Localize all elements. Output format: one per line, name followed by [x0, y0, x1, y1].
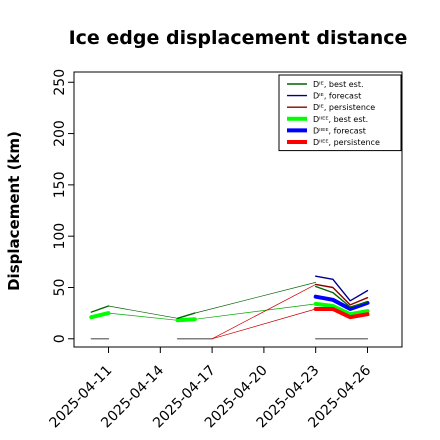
series-line-thin [90, 305, 110, 313]
legend-label: Dᴵᴱ, best est. [313, 80, 364, 89]
series-line-bold [313, 307, 370, 320]
series-line-thin [315, 285, 369, 308]
series-line-bold [175, 317, 197, 323]
series-line-link [211, 284, 317, 340]
series-line-link [194, 303, 317, 320]
y-tick-label: 150 [52, 172, 68, 199]
legend-label: Dᴵᴱ, persistence [313, 103, 375, 112]
y-tick-label: 0 [52, 334, 68, 343]
y-tick-label: 50 [52, 279, 68, 297]
series-line-bold [89, 311, 111, 320]
legend-label: Dᴵᴵᴱᴱ, persistence [313, 138, 380, 147]
series-line-bold [313, 294, 370, 311]
legend-box [278, 74, 402, 152]
legend-label: Dᴵᴵᴱᴱ, forecast [313, 126, 366, 135]
series-line-thin [315, 275, 369, 302]
y-tick-label: 250 [52, 69, 68, 96]
series-line-bold [313, 301, 370, 317]
chart-title: Ice edge displacement distance [69, 27, 408, 49]
y-axis-label: Displacement (km) [5, 131, 23, 291]
legend-label: Dᴵᴵᴱᴱ, best est. [313, 115, 368, 124]
legend-label: Dᴵᴱ, forecast [313, 92, 361, 101]
y-tick-label: 100 [52, 223, 68, 250]
plot-frame [73, 71, 403, 348]
series-line-link [108, 305, 178, 319]
series-line-link [194, 282, 317, 314]
series-line-thin [315, 283, 369, 306]
y-tick-label: 200 [52, 120, 68, 147]
series-line-link [108, 312, 178, 321]
legend: Dᴵᴱ, best est. Dᴵᴱ, forecast Dᴵᴱ, persiste… [278, 74, 402, 152]
series-line-thin [176, 312, 196, 319]
series-line-link [211, 308, 317, 340]
